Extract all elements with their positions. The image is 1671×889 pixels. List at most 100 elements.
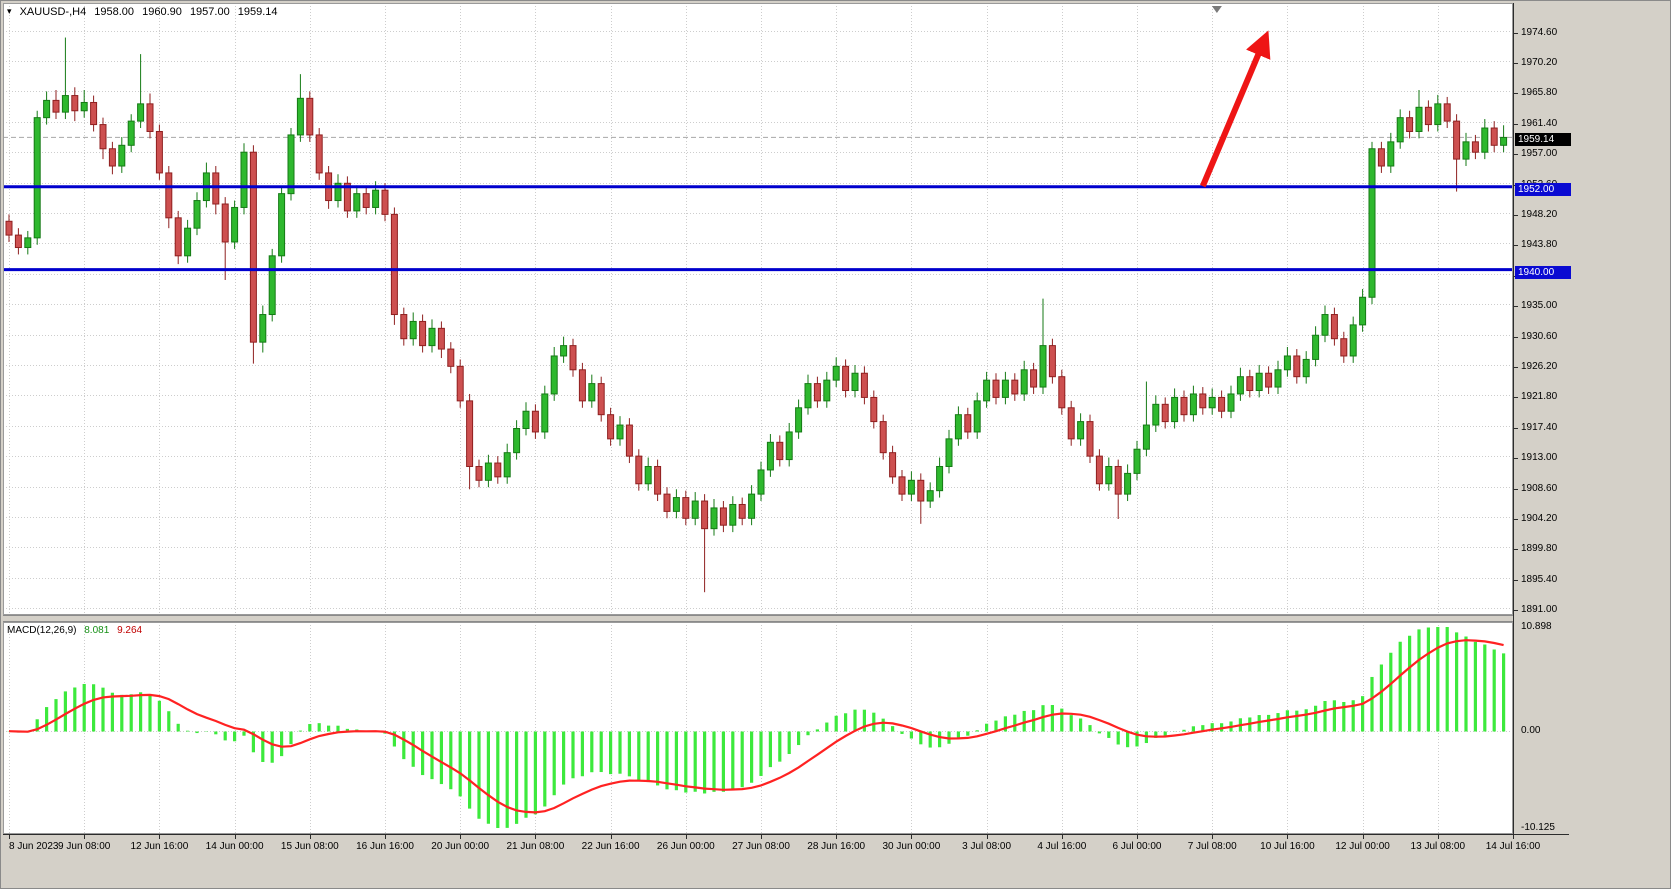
level-price-badge: 1940.00 — [1515, 265, 1571, 279]
candle-body — [757, 469, 765, 495]
price-axis-label: 1895.40 — [1521, 573, 1558, 585]
candle-body — [278, 193, 286, 257]
candle-body — [954, 414, 962, 440]
candle-body — [1481, 127, 1489, 153]
time-axis-label: 28 Jun 16:00 — [807, 841, 866, 852]
candle-body — [1321, 314, 1329, 336]
time-axis-tick — [460, 835, 462, 839]
macd-main-value: 8.081 — [84, 625, 110, 636]
price-axis-label: 1930.60 — [1521, 330, 1558, 342]
price-axis-tick — [1514, 610, 1518, 612]
candlesticks — [5, 37, 1508, 593]
candle-body — [315, 134, 323, 174]
time-axis-label: 3 Jul 08:00 — [962, 841, 1012, 852]
time-axis-label: 21 Jun 08:00 — [506, 841, 565, 852]
candle-body — [691, 500, 699, 519]
time-axis-label: 9 Jun 08:00 — [58, 841, 111, 852]
time-axis-tick — [761, 835, 762, 839]
candle-body — [1086, 421, 1094, 457]
macd-panel[interactable]: MACD(12,26,9) 8.081 9.264 — [3, 622, 1513, 834]
candle-body — [1189, 393, 1197, 416]
time-axis-tick — [159, 835, 161, 839]
candle-body — [1453, 120, 1461, 160]
time-axis-tick — [385, 835, 386, 839]
candle-body — [682, 497, 690, 519]
candle-body — [287, 134, 295, 195]
candle-body — [1406, 117, 1414, 132]
main-chart-panel[interactable]: ▾ XAUUSD-,H4 1958.00 1960.90 1957.00 195… — [3, 3, 1513, 615]
candle-body — [710, 507, 718, 530]
candle-body — [193, 200, 201, 229]
time-axis-label: 12 Jul 00:00 — [1335, 841, 1390, 852]
candle-body — [428, 327, 436, 347]
candle-body — [1415, 106, 1423, 132]
candle-body — [1048, 345, 1056, 378]
panel-splitter[interactable] — [3, 615, 1513, 622]
candle-body — [672, 497, 680, 512]
candle-body — [24, 237, 32, 249]
trend-arrow-annotation[interactable] — [1200, 30, 1271, 188]
time-axis-label: 13 Jul 08:00 — [1410, 841, 1466, 852]
candle-body — [484, 462, 492, 481]
candle-body — [1377, 148, 1385, 167]
candle-body — [1208, 396, 1216, 409]
candle-body — [1396, 117, 1404, 143]
time-axis-tick — [84, 835, 86, 839]
candle-body — [1039, 345, 1047, 388]
ohlc-close-value: 1959.14 — [237, 6, 278, 18]
candle-body — [268, 255, 276, 316]
candle-body — [936, 465, 944, 492]
candle-body — [748, 493, 756, 519]
time-axis-tick — [1137, 835, 1138, 839]
price-axis-label: 1904.20 — [1521, 512, 1558, 524]
ohlc-low-value: 1957.00 — [189, 6, 230, 18]
time-axis-label: 30 Jun 00:00 — [882, 841, 941, 852]
time-axis-tick — [610, 835, 612, 839]
candle-body — [1227, 393, 1235, 412]
candle-body — [616, 424, 624, 440]
candle-body — [823, 379, 831, 402]
candle-body — [1293, 355, 1301, 378]
candle-body — [729, 503, 737, 526]
price-axis-label: 1926.20 — [1521, 360, 1558, 372]
candle-body — [43, 99, 51, 119]
time-axis-tick — [1287, 835, 1289, 839]
candle-body — [1424, 106, 1432, 126]
price-axis-label: 1970.20 — [1521, 57, 1558, 69]
price-axis-label: 1917.40 — [1521, 421, 1558, 433]
time-axis-tick — [1513, 835, 1514, 839]
candle-body — [99, 124, 107, 150]
price-axis-label: 1921.80 — [1521, 391, 1558, 403]
chart-shift-marker[interactable] — [1211, 6, 1222, 13]
macd-indicator-label: MACD(12,26,9) — [7, 625, 77, 636]
candle-body — [926, 490, 934, 502]
candle-body — [1302, 358, 1310, 378]
candle-body — [343, 182, 351, 212]
macd-canvas[interactable] — [3, 622, 1513, 834]
candle-body — [813, 383, 821, 402]
candle-body — [1058, 376, 1066, 409]
time-axis[interactable]: 8 Jun 2023 9 Jun 08:00 12 Jun 16:00 14 Jun … — [3, 834, 1569, 856]
price-axis[interactable]: 1959.14 1974.60 1970.20 1965.80 1961.40 1957… — [1513, 3, 1571, 834]
candle-body — [719, 507, 727, 526]
macd-axis-label: 0.00 — [1521, 725, 1541, 737]
time-axis-label: 22 Jun 16:00 — [581, 841, 640, 852]
candle-body — [80, 101, 88, 112]
candle-body — [1199, 393, 1207, 409]
candle-body — [663, 493, 671, 512]
price-axis-tick — [1514, 32, 1518, 34]
candle-body — [400, 314, 408, 340]
candle-body — [1171, 396, 1179, 423]
level-price-badge: 1952.00 — [1515, 182, 1571, 196]
candle-body — [1105, 465, 1113, 485]
candle-body — [127, 120, 135, 146]
candle-body — [1312, 334, 1320, 360]
candle-body — [513, 427, 521, 454]
candle-body — [165, 172, 173, 219]
candle-body — [33, 117, 41, 239]
price-chart-canvas[interactable] — [3, 3, 1513, 615]
candle-body — [860, 372, 868, 398]
candle-body — [560, 345, 568, 357]
ohlc-high-value: 1960.90 — [142, 6, 182, 18]
price-axis-label: 1965.80 — [1521, 87, 1558, 99]
